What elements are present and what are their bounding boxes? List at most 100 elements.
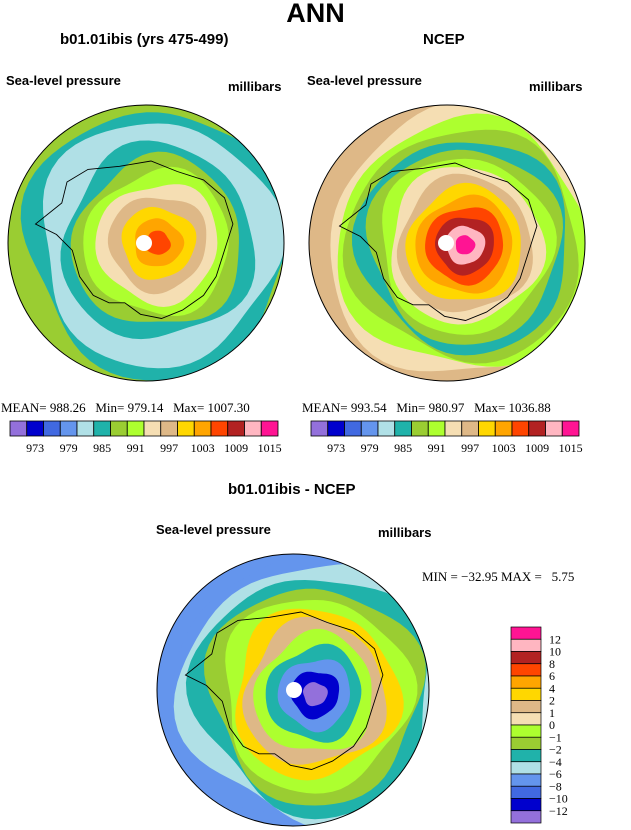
colorbar-swatch: [59, 420, 78, 437]
contour-band: [455, 235, 476, 255]
pole-marker: [438, 235, 454, 251]
colorbar-swatch: [510, 736, 542, 750]
panel1-min-label: Min=: [95, 400, 125, 415]
panel2-title: NCEP: [423, 31, 465, 48]
map-border: [7, 104, 285, 382]
colorbar-swatch: [210, 420, 229, 437]
colorbar-swatch: [193, 420, 212, 437]
diff-field-label: Sea-level pressure: [156, 522, 271, 537]
colorbar-swatch: [244, 420, 262, 437]
colorbar-swatch: [510, 724, 542, 738]
colorbar-swatch: [444, 420, 463, 437]
colorbar-swatch: [260, 420, 279, 437]
colorbar-swatch: [528, 420, 546, 437]
colorbar-swatch: [510, 712, 542, 726]
colorbar-tick-label: 979: [60, 441, 78, 455]
colorbar-swatch: [510, 700, 542, 714]
diff-max-value: 5.75: [551, 569, 575, 584]
map-border: [156, 553, 430, 827]
colorbar-tick-label: 973: [327, 441, 345, 455]
panel2-colorbar: 973 979 985 991 997 1003 1009 1015: [310, 420, 583, 455]
colorbar-tick-label: 1015: [258, 441, 282, 455]
colorbar-swatch: [411, 420, 429, 437]
panel2-mean-value: 993.54: [350, 400, 387, 415]
colorbar-swatch: [344, 420, 362, 437]
colorbar-swatch: [177, 420, 195, 437]
diff-max-label: MAX =: [500, 569, 542, 584]
map-fill-group: [157, 554, 429, 826]
colorbar-tick-label: 8: [549, 657, 555, 671]
colorbar-swatch: [9, 420, 28, 437]
colorbar-swatch: [510, 663, 542, 677]
colorbar-tick-label: 997: [461, 441, 479, 455]
colorbar-tick-label: −8: [549, 779, 562, 793]
colorbar-tick-label: 1003: [191, 441, 215, 455]
pole-marker: [286, 682, 302, 698]
colorbar-tick-label: −2: [549, 743, 562, 757]
colorbar-tick-label: 991: [127, 441, 145, 455]
coastline: [338, 162, 538, 321]
colorbar-tick-label: 997: [160, 441, 178, 455]
colorbar-swatch: [43, 420, 61, 437]
colorbar-tick-label: 1009: [224, 441, 248, 455]
colorbar-tick-label: 985: [394, 441, 412, 455]
colorbar-swatch: [394, 420, 412, 437]
colorbar-swatch: [510, 651, 542, 665]
colorbar-tick-label: 1: [549, 706, 555, 720]
panel1-stats: MEAN= 988.26 Min= 979.14 Max= 1007.30: [1, 400, 250, 416]
colorbar-tick-label: 4: [549, 681, 555, 695]
colorbar-tick-label: −12: [549, 804, 568, 818]
map-border: [308, 104, 586, 382]
panel1-field-label: Sea-level pressure: [6, 73, 121, 88]
panel1-mean-label: MEAN=: [1, 400, 47, 415]
colorbar-swatch: [510, 687, 542, 701]
colorbar-swatch: [494, 420, 513, 437]
colorbar-swatch: [510, 773, 542, 787]
diff-units-label: millibars: [378, 525, 432, 540]
panel2-mean-label: MEAN=: [302, 400, 348, 415]
colorbar-tick-label: 979: [361, 441, 379, 455]
colorbar-tick-label: −1: [549, 730, 562, 744]
diff-stats: MIN = −32.95 MAX = 5.75: [422, 569, 574, 585]
colorbar-swatch: [160, 420, 178, 437]
panel2-stats: MEAN= 993.54 Min= 980.97 Max= 1036.88: [302, 400, 551, 416]
panel2-field-label: Sea-level pressure: [307, 73, 422, 88]
colorbar-tick-label: 6: [549, 669, 555, 683]
main-title: ANN: [286, 0, 345, 28]
pole-marker: [136, 235, 152, 251]
panel2-max-label: Max=: [474, 400, 506, 415]
contour-band: [145, 230, 171, 255]
colorbar-swatch: [110, 420, 128, 437]
colorbar-swatch: [461, 420, 479, 437]
colorbar-swatch: [511, 420, 530, 437]
colorbar-swatch: [93, 420, 111, 437]
map-fill-group: [8, 105, 284, 381]
diff-title: b01.01ibis - NCEP: [228, 481, 356, 498]
coastline: [184, 611, 384, 770]
diff-min-label: MIN =: [422, 569, 458, 584]
panel1-max-label: Max=: [173, 400, 205, 415]
coastline: [34, 160, 234, 319]
colorbar-swatch: [510, 626, 542, 640]
colorbar-swatch: [510, 638, 542, 652]
panel1-mean-value: 988.26: [49, 400, 86, 415]
panel2-units-label: millibars: [529, 79, 583, 94]
colorbar-swatch: [510, 749, 542, 763]
colorbar-swatch: [478, 420, 496, 437]
colorbar-swatch: [510, 675, 542, 689]
panel2-max-value: 1036.88: [508, 400, 551, 415]
colorbar-tick-label: −6: [549, 767, 562, 781]
colorbar-swatch: [377, 420, 396, 437]
contour-band: [303, 682, 328, 707]
colorbar-swatch: [227, 420, 245, 437]
colorbar-swatch: [510, 761, 542, 775]
panel1-max-value: 1007.30: [207, 400, 250, 415]
colorbar-swatch: [310, 420, 329, 437]
colorbar-swatch: [510, 785, 542, 799]
colorbar-swatch: [26, 420, 44, 437]
colorbar-tick-label: 2: [549, 694, 555, 708]
